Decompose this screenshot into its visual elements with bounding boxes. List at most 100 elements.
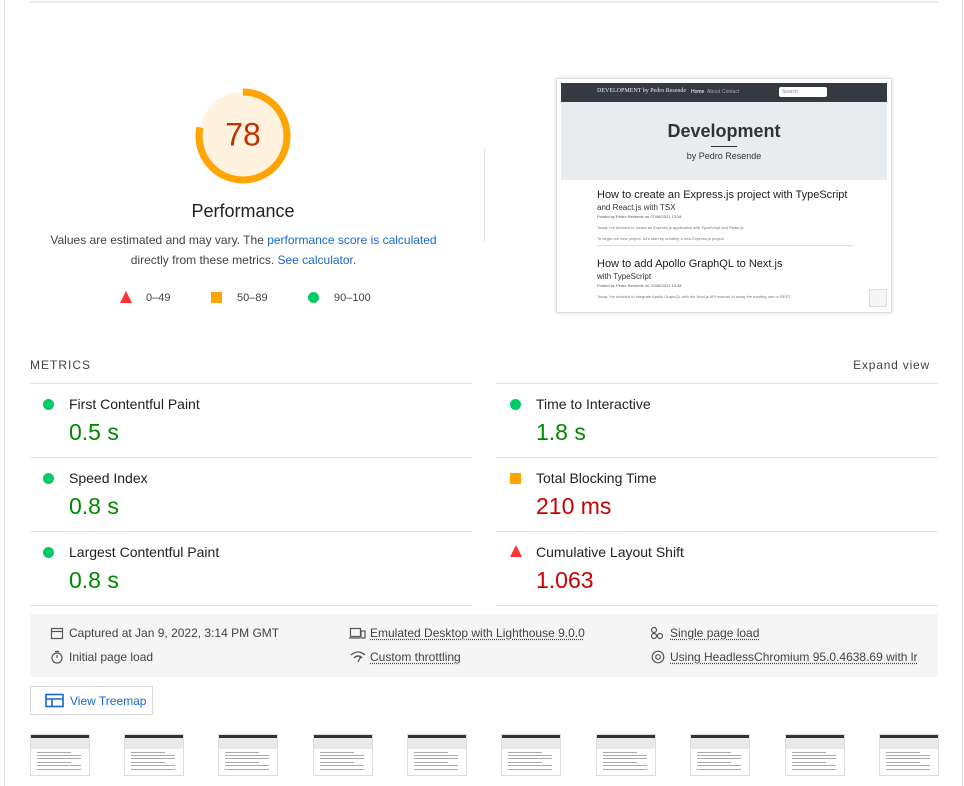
average-icon [510, 473, 521, 484]
line [131, 758, 175, 759]
line [225, 762, 259, 763]
line [414, 769, 458, 770]
line [225, 758, 269, 759]
circle [308, 292, 319, 303]
line [603, 758, 647, 759]
link[interactable]: See calculator. [277, 253, 357, 267]
frame [962, 0, 963, 786]
post-title: How to create an Express.js project with… [597, 189, 848, 201]
filmstrip-frame [879, 734, 939, 776]
hero [597, 738, 655, 749]
hero [502, 738, 560, 749]
runtime-item[interactable]: Using HeadlessChromium 95.0.4638.69 with… [670, 650, 918, 664]
gauge-arc [195, 88, 291, 184]
runtime-item: Captured at Jan 9, 2022, 3:14 PM GMT [69, 626, 280, 640]
expand-toggle[interactable]: Expand view [853, 358, 930, 372]
line [508, 762, 542, 763]
line [886, 762, 920, 763]
post-excerpt: Today I've decided to integrate Apollo G… [597, 294, 791, 299]
line [508, 765, 552, 766]
hero [786, 738, 844, 749]
line [697, 769, 741, 770]
site-header: DEVELOPMENT by Pedro Resende Home About … [561, 83, 887, 102]
filmstrip-frame [313, 734, 373, 776]
hero-subtitle: by Pedro Resende [686, 151, 762, 161]
line [414, 755, 458, 756]
line [320, 758, 364, 759]
pass-icon [43, 399, 54, 410]
line [886, 755, 930, 756]
line [37, 755, 81, 756]
pass-icon [308, 292, 319, 303]
bar [314, 735, 372, 738]
frame [4, 0, 5, 786]
divider [30, 605, 472, 606]
line [131, 769, 175, 770]
line [37, 752, 71, 753]
description: directly from these metrics. See calcula… [40, 252, 447, 268]
line [792, 755, 836, 756]
line [792, 758, 836, 759]
metric-value: 0.8 s [69, 493, 119, 519]
line [792, 765, 836, 766]
runtime-item[interactable]: Custom throttling [370, 650, 461, 664]
gauge-bg [199, 92, 287, 180]
treemap-label[interactable]: View Treemap [70, 694, 147, 708]
line [886, 752, 920, 753]
line [320, 769, 364, 770]
hero-title: Development [667, 121, 781, 141]
divider [496, 457, 938, 458]
metric-value: 1.8 s [536, 419, 586, 445]
line [603, 752, 637, 753]
pass-icon [510, 399, 521, 410]
runtime-item: Initial page load [69, 650, 154, 664]
bar [786, 735, 844, 738]
metric-value: 0.8 s [69, 567, 119, 593]
hero [125, 738, 183, 749]
hero [880, 738, 938, 749]
divider [484, 148, 485, 242]
divider [496, 605, 938, 606]
score-value: 78 [225, 116, 261, 152]
post-subtitle: and React.js with TSX [597, 203, 676, 212]
line [225, 752, 259, 753]
metric-name: Speed Index [69, 470, 148, 486]
calendar-icon [50, 627, 64, 640]
search: Search [779, 87, 827, 97]
circle [43, 473, 54, 484]
filmstrip-frame [407, 734, 467, 776]
line [508, 758, 552, 759]
load-icon [650, 626, 664, 640]
bar [408, 735, 466, 738]
filmstrip-frame [218, 734, 278, 776]
timer-icon [51, 650, 63, 664]
line [320, 752, 354, 753]
runtime-item[interactable]: Emulated Desktop with Lighthouse 9.0.0 [370, 626, 585, 640]
circle [43, 399, 54, 410]
line [508, 752, 542, 753]
nav: About [707, 89, 721, 95]
line [697, 752, 731, 753]
line [886, 769, 930, 770]
recaptcha [869, 289, 887, 307]
line [131, 762, 165, 763]
circle [510, 399, 521, 410]
metrics-header: METRICS [30, 358, 91, 372]
line [414, 762, 448, 763]
post-title: How to add Apollo GraphQL to Next.js [597, 258, 783, 270]
bar [597, 735, 655, 738]
metric-value: 0.5 s [69, 419, 119, 445]
treemap-button[interactable] [30, 686, 153, 715]
filmstrip-frame [785, 734, 845, 776]
runtime-item[interactable]: Single page load [670, 626, 760, 640]
square [510, 473, 521, 484]
line [225, 769, 269, 770]
triangle [120, 291, 132, 303]
treemap-icon [45, 693, 64, 708]
filmstrip-frame [596, 734, 656, 776]
link[interactable]: performance score is calculated [267, 233, 437, 247]
filmstrip-frame [124, 734, 184, 776]
bar [691, 735, 749, 738]
line [37, 765, 81, 766]
